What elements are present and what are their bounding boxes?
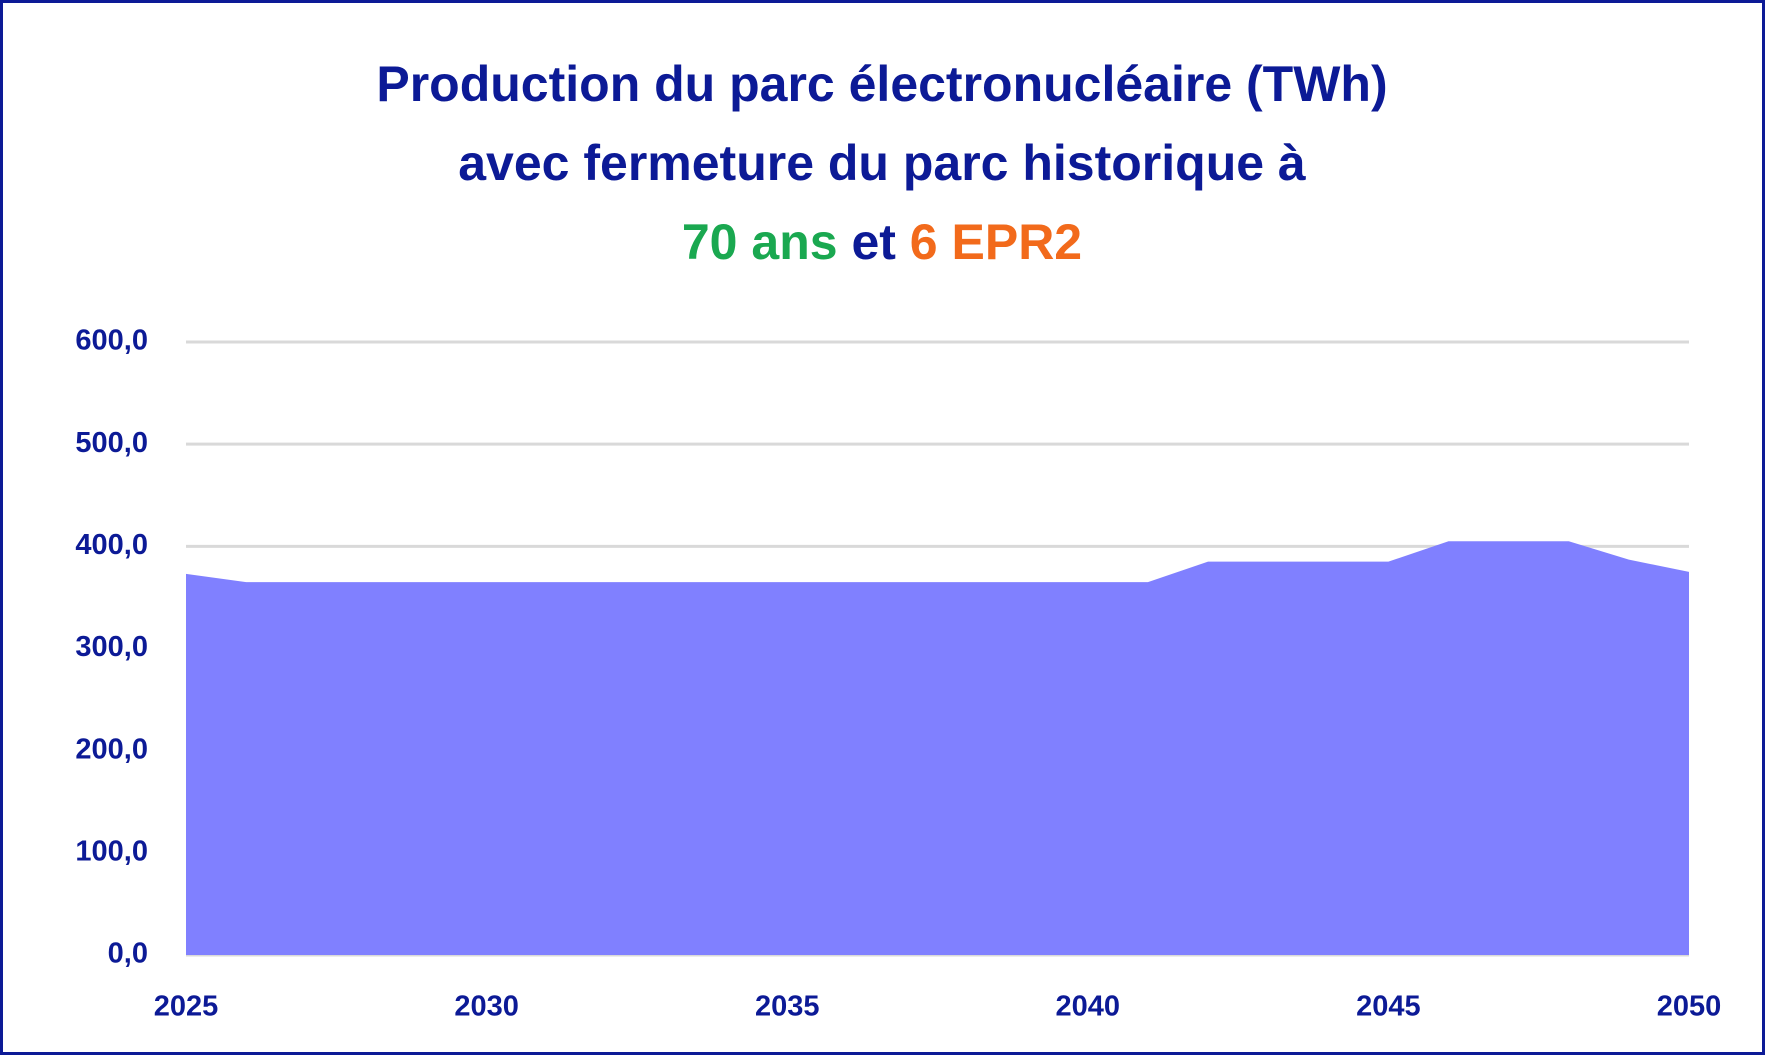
x-tick-label: 2050 xyxy=(1657,991,1722,1023)
y-tick-label: 200,0 xyxy=(75,733,148,765)
y-tick-label: 300,0 xyxy=(75,631,148,663)
y-tick-label: 400,0 xyxy=(75,529,148,561)
x-tick-label: 2035 xyxy=(755,991,820,1023)
title-segment: 70 ans xyxy=(682,214,838,270)
chart-title: Production du parc électronucléaire (TWh… xyxy=(376,56,1387,112)
x-tick-label: 2030 xyxy=(454,991,519,1023)
chart-title: 70 ans et 6 EPR2 xyxy=(682,214,1082,270)
y-tick-label: 100,0 xyxy=(75,835,148,867)
title-segment: et xyxy=(838,214,910,270)
title-segment: avec fermeture du parc historique à xyxy=(458,135,1306,191)
x-tick-label: 2025 xyxy=(154,991,219,1023)
x-tick-label: 2045 xyxy=(1356,991,1421,1023)
chart-title: avec fermeture du parc historique à xyxy=(458,135,1306,191)
title-segment: Production du parc électronucléaire (TWh… xyxy=(376,56,1387,112)
area xyxy=(186,541,1689,955)
title-segment: 6 EPR2 xyxy=(910,214,1082,270)
y-tick-label: 0,0 xyxy=(108,938,148,970)
y-tick-label: 500,0 xyxy=(75,427,148,459)
y-tick-label: 600,0 xyxy=(75,325,148,357)
x-tick-label: 2040 xyxy=(1056,991,1121,1023)
